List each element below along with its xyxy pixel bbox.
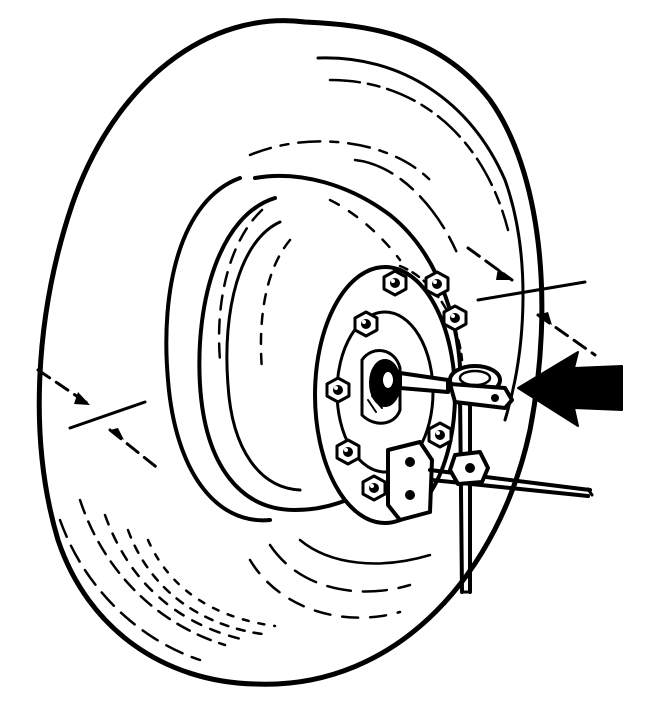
rim-contour <box>328 198 402 262</box>
tread-line <box>298 538 432 565</box>
indicator-clamp <box>386 440 434 522</box>
arrowhead <box>74 392 90 405</box>
dial-button <box>491 394 499 402</box>
tire <box>36 18 545 687</box>
lug-nut <box>335 438 361 466</box>
motion-lines <box>36 246 597 472</box>
indicator-plunger <box>398 371 450 394</box>
lug-nut <box>361 474 387 502</box>
hub-flange-edge <box>398 264 464 362</box>
tread-groove <box>146 538 277 628</box>
tire-outline <box>36 18 545 687</box>
clamp-bolt <box>405 490 415 500</box>
lug-nut <box>353 310 379 338</box>
runout-line <box>108 428 162 472</box>
tread-groove <box>78 498 227 647</box>
arrowhead <box>110 428 124 440</box>
joint-bolt <box>465 463 475 473</box>
spindle-tip <box>381 370 395 390</box>
dial-stem <box>448 382 514 410</box>
lug-nut <box>427 421 453 449</box>
arrowhead <box>538 312 552 325</box>
tread-line <box>248 140 432 182</box>
tire-sidewall-edge <box>316 56 525 422</box>
clamp-bolt <box>405 457 415 467</box>
tread-groove <box>58 518 202 662</box>
tread-line <box>328 78 510 232</box>
tread-line <box>268 543 412 593</box>
arrowhead <box>496 268 512 280</box>
rim-outer-lip <box>164 176 272 523</box>
tread-line <box>353 158 462 262</box>
axis-line <box>476 280 587 302</box>
lug-nut <box>382 269 408 297</box>
lug-nut <box>424 270 450 298</box>
rim-barrel-inner <box>225 220 302 492</box>
lug-nut <box>325 376 351 404</box>
tread-groove <box>103 513 247 642</box>
axis-line <box>68 400 147 430</box>
indicator-post <box>458 390 472 594</box>
rim-flange <box>253 173 463 407</box>
lug-nut <box>442 304 468 332</box>
rod-end <box>586 487 594 497</box>
tread-line <box>248 558 402 619</box>
dial-indicator <box>386 364 594 594</box>
hub-shading <box>367 391 389 413</box>
tread-groove <box>126 528 264 636</box>
rim-contour <box>217 208 264 362</box>
rim-contour <box>259 238 292 372</box>
pointer-arrow-icon <box>517 351 623 427</box>
